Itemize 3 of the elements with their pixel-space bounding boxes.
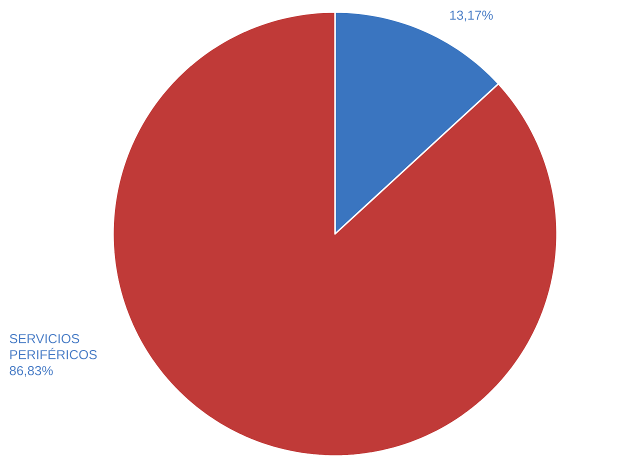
slice-label: SERVICIOS PERIFÉRICOS <box>10 334 97 360</box>
data-label: 86,83% <box>10 366 53 377</box>
data-label: 13,17% <box>450 10 493 22</box>
